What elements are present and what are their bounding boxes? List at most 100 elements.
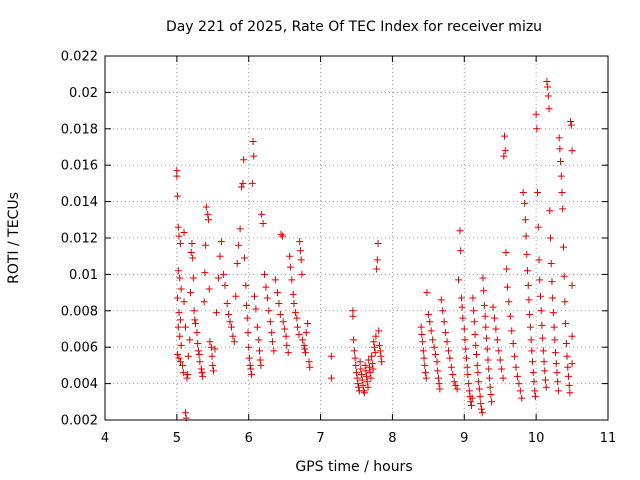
data-point	[473, 361, 481, 369]
data-point	[226, 318, 234, 326]
data-point	[553, 369, 561, 377]
data-point	[245, 354, 253, 362]
data-point	[197, 365, 205, 373]
data-point	[296, 247, 304, 255]
data-point	[424, 310, 432, 318]
data-point	[240, 254, 248, 262]
data-point	[205, 285, 213, 293]
data-point	[521, 199, 529, 207]
data-point	[215, 274, 223, 282]
data-point	[174, 223, 182, 231]
data-point	[547, 259, 555, 267]
data-point	[357, 365, 365, 373]
data-point	[189, 274, 197, 282]
data-point	[453, 385, 461, 393]
data-point	[533, 125, 541, 133]
data-point	[363, 372, 371, 380]
data-point	[327, 352, 335, 360]
data-point	[202, 241, 210, 249]
data-point	[544, 83, 552, 91]
data-point	[243, 301, 251, 309]
data-point	[457, 294, 465, 302]
data-point	[480, 301, 488, 309]
data-point	[559, 243, 567, 251]
data-point	[460, 325, 468, 333]
data-point	[549, 309, 557, 317]
data-point	[238, 183, 246, 191]
data-point	[457, 247, 465, 255]
data-point	[350, 336, 358, 344]
data-point	[512, 363, 520, 371]
data-point	[176, 239, 184, 247]
data-point	[289, 290, 297, 298]
data-point	[298, 270, 306, 278]
data-point	[212, 309, 220, 317]
x-tick-label: 6	[245, 431, 253, 446]
data-point	[568, 147, 576, 155]
data-point	[195, 350, 203, 358]
data-point	[301, 345, 309, 353]
data-point	[249, 138, 257, 146]
data-point	[439, 307, 447, 315]
data-point	[225, 310, 233, 318]
data-point	[534, 189, 542, 196]
data-point	[528, 347, 536, 355]
data-point	[304, 320, 312, 328]
data-point	[358, 371, 366, 378]
data-point	[369, 365, 377, 373]
data-point	[554, 378, 562, 386]
data-point	[293, 314, 301, 322]
x-tick-label: 8	[388, 431, 396, 446]
data-point	[173, 172, 181, 180]
data-point	[265, 307, 273, 315]
data-point	[552, 349, 560, 357]
data-point	[422, 374, 430, 382]
data-point	[493, 336, 501, 344]
data-point	[506, 312, 514, 320]
data-point	[370, 338, 378, 346]
data-point	[257, 361, 265, 369]
data-point	[288, 276, 296, 284]
data-point	[447, 363, 455, 371]
data-point	[516, 387, 524, 395]
data-point	[235, 241, 243, 249]
data-point	[378, 358, 386, 366]
data-point	[230, 338, 238, 346]
data-point	[184, 371, 192, 378]
data-point	[177, 285, 185, 293]
data-point	[286, 263, 294, 271]
data-point	[355, 383, 363, 391]
data-point	[465, 380, 473, 388]
data-point	[485, 365, 493, 373]
data-point	[541, 367, 549, 375]
data-point	[255, 336, 263, 344]
data-point	[180, 298, 188, 306]
data-point	[252, 305, 260, 313]
data-point	[365, 356, 373, 364]
data-point	[426, 318, 434, 326]
data-point	[470, 318, 478, 326]
data-point	[561, 298, 569, 306]
data-point	[501, 132, 509, 140]
data-point	[327, 374, 335, 382]
data-point	[524, 267, 532, 275]
data-point	[263, 294, 271, 302]
data-point	[258, 210, 266, 218]
plot-frame	[104, 55, 609, 421]
data-point	[554, 387, 562, 395]
y-tick-label: 0.016	[61, 159, 98, 174]
data-point	[508, 327, 516, 335]
data-point	[174, 323, 182, 331]
data-point	[210, 367, 218, 375]
data-point	[487, 391, 495, 399]
data-point	[297, 256, 305, 264]
data-point	[472, 341, 480, 349]
data-point	[552, 360, 560, 368]
data-point	[256, 356, 264, 364]
y-tick-label: 0.01	[69, 268, 98, 283]
data-point	[551, 336, 559, 344]
x-tick-label: 5	[173, 431, 181, 446]
data-point	[547, 234, 555, 242]
data-point	[492, 325, 500, 333]
data-point	[375, 327, 383, 335]
